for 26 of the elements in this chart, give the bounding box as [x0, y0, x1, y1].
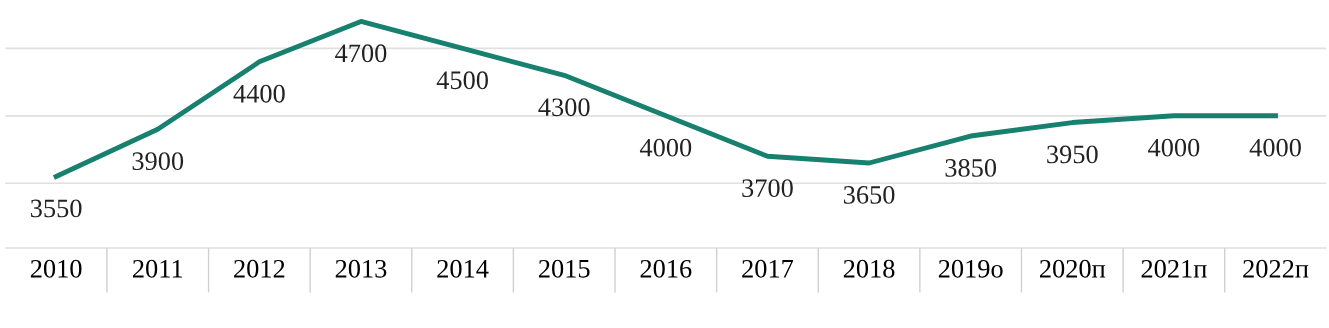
x-tick-label: 2021п: [1141, 259, 1207, 278]
x-tick-label: 2017: [742, 259, 794, 278]
x-tick-label: 2011: [133, 259, 183, 278]
data-label: 3700: [742, 179, 793, 198]
data-label: 4400: [233, 84, 285, 103]
x-tick-label: 2010: [30, 259, 82, 278]
data-label: 4500: [436, 71, 488, 90]
data-label: 4000: [1148, 138, 1200, 157]
data-label: 4000: [1249, 138, 1301, 157]
x-tick-label: 2012: [234, 259, 285, 278]
x-tick-label: 2016: [640, 259, 692, 278]
data-label: 4000: [639, 138, 692, 157]
x-tick-label: 2018: [843, 259, 895, 278]
x-tick-label: 2020п: [1040, 259, 1106, 278]
x-tick-label: 2015: [538, 259, 590, 278]
data-label: 3550: [31, 199, 82, 218]
data-label: 3850: [945, 159, 997, 177]
x-tick-label: 2019о: [938, 259, 1003, 278]
data-label: 4700: [335, 44, 387, 63]
x-tick-label: 2014: [437, 259, 489, 278]
data-label: 4300: [538, 98, 590, 117]
data-label: 3650: [843, 185, 895, 204]
data-label: 3950: [1047, 145, 1098, 164]
x-tick-label: 2013: [335, 259, 387, 278]
x-tick-label: 2022п: [1243, 259, 1309, 278]
data-label: 3900: [132, 152, 184, 171]
